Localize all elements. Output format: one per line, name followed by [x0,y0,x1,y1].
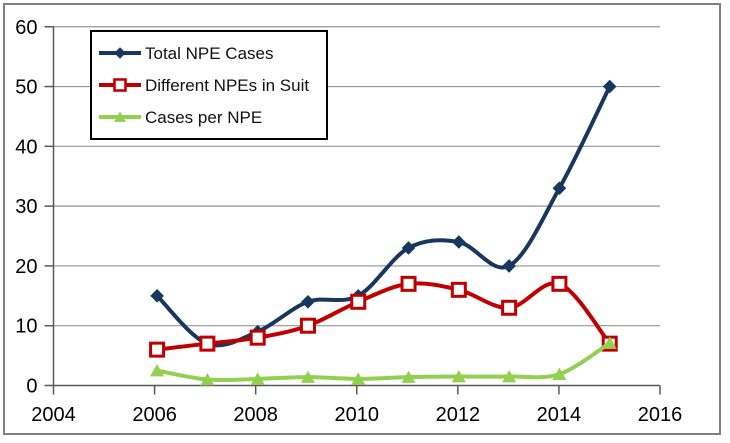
marker-open-square [149,341,166,358]
marker-open-square [450,281,467,298]
legend-key-open-square-icon [99,78,141,92]
series-cases-per-npe [150,336,617,386]
y-tick-label: 10 [15,316,37,338]
marker-triangle [401,370,416,383]
y-tick-label: 50 [15,77,37,99]
marker-diamond [150,289,164,303]
marker-triangle [114,111,126,122]
x-tick-label: 2008 [233,404,278,426]
legend-label: Different NPEs in Suit [145,75,310,95]
marker-open-square [249,329,266,346]
x-tick-label: 2004 [31,404,76,426]
x-tick-label: 2016 [638,404,683,426]
y-tick-label: 20 [15,256,37,278]
series-line [155,341,612,383]
marker-triangle [451,370,466,383]
marker-diamond [114,47,126,59]
series-different-npes-in-suit [149,275,618,358]
chart-outer-border [3,3,721,435]
marker-open-square [551,275,568,292]
marker-diamond [452,235,466,249]
legend-item-cases-per-npe: Cases per NPE [98,108,322,126]
marker-diamond [502,259,516,273]
marker-open-square [350,293,367,310]
marker-triangle [250,372,265,385]
marker-diamond [552,181,567,195]
y-tick-label: 60 [15,17,37,39]
marker-diamond [602,79,617,94]
y-tick-label: 30 [15,196,37,218]
marker-triangle [351,372,366,385]
legend-item-total-npe-cases: Total NPE Cases [98,44,322,62]
marker-open-square [400,275,417,292]
marker-open-square [501,299,518,316]
legend-key-triangle-icon [99,111,141,122]
marker-triangle [602,336,617,349]
marker-triangle [200,373,215,386]
legend-label: Cases per NPE [145,107,263,127]
x-tick-label: 2014 [537,404,582,426]
x-tick-label: 2006 [132,404,177,426]
x-tick-label: 2010 [335,404,380,426]
x-tick-label: 2012 [436,404,481,426]
marker-triangle [300,370,315,383]
marker-triangle [552,367,567,380]
legend-label: Total NPE Cases [145,43,274,63]
legend-key-diamond-icon [99,47,141,59]
marker-open-square [199,335,216,352]
marker-open-square [299,317,316,334]
marker-diamond [401,241,416,255]
legend-item-different-npes-in-suit: Different NPEs in Suit [98,76,322,94]
marker-triangle [150,364,165,377]
marker-triangle [502,370,517,383]
y-tick-label: 0 [26,376,37,398]
series-line [155,281,612,352]
legend: Total NPE Cases Different NPEs in Suit C… [90,30,328,140]
marker-open-square [113,78,127,92]
marker-diamond [301,294,315,309]
y-tick-label: 40 [15,136,37,158]
